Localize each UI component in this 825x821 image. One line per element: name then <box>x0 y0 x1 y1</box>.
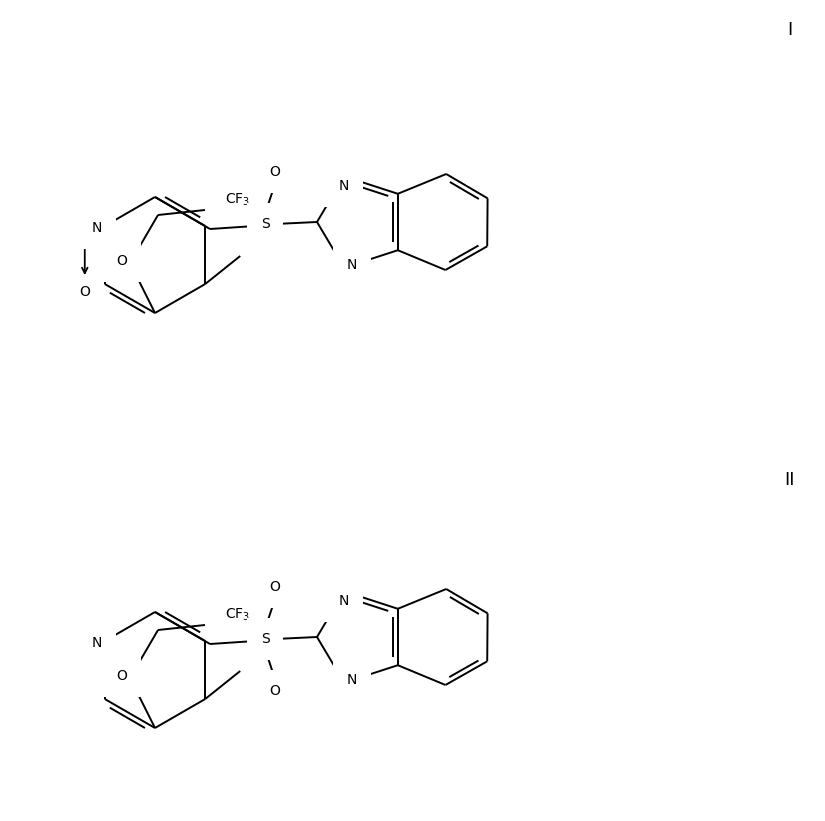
Text: O: O <box>116 254 127 268</box>
Text: N: N <box>339 179 349 194</box>
Text: O: O <box>79 285 90 299</box>
Text: N: N <box>92 221 102 235</box>
Text: S: S <box>261 632 270 646</box>
Text: N: N <box>339 594 349 608</box>
Text: CF$_3$: CF$_3$ <box>225 607 250 623</box>
Text: O: O <box>270 580 281 594</box>
Text: O: O <box>270 165 281 179</box>
Text: H: H <box>332 249 341 262</box>
Text: N: N <box>347 672 357 686</box>
Text: N: N <box>347 258 357 272</box>
Text: S: S <box>261 217 270 231</box>
Text: H: H <box>332 664 341 677</box>
Text: O: O <box>270 684 281 698</box>
Text: CF$_3$: CF$_3$ <box>225 192 250 209</box>
Text: II: II <box>785 471 795 489</box>
Text: I: I <box>787 21 793 39</box>
Text: N: N <box>92 636 102 650</box>
Text: O: O <box>116 669 127 683</box>
